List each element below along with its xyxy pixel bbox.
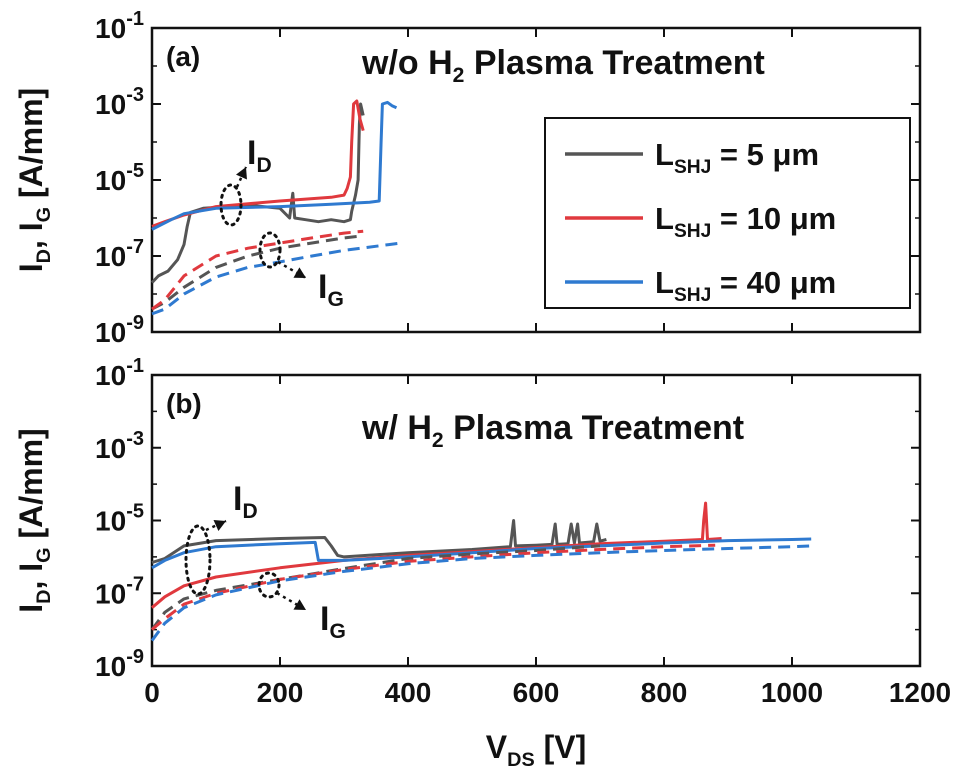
legend-entry: LSHJ = 5 μm — [655, 137, 819, 178]
ig-marker-label: IG — [320, 600, 346, 643]
y-tick-label: 10-1 — [95, 355, 144, 391]
y-tick-base: 10 — [95, 317, 126, 348]
panel-title-sub: 2 — [453, 64, 465, 87]
y-axis-label: ID, IG [A/mm] — [13, 88, 55, 272]
y-tick-label: 10-9 — [95, 312, 144, 348]
x-tick-label: 1200 — [889, 677, 951, 708]
y-tick-base: 10 — [95, 506, 126, 537]
y-tick-exp: -9 — [126, 646, 144, 668]
y-tick-exp: -5 — [126, 160, 144, 182]
y-tick-label: 10-1 — [95, 8, 144, 44]
x-tick-label: 200 — [257, 677, 304, 708]
ig-marker-ellipse — [258, 231, 282, 269]
y-tick-label: 10-3 — [95, 428, 144, 464]
id-marker-ellipse — [219, 183, 243, 227]
series-line — [151, 537, 812, 570]
id-marker-ellipse — [184, 524, 212, 596]
ig-arrow — [277, 260, 307, 280]
y-tick-base: 10 — [95, 241, 126, 272]
panel-label: (b) — [166, 388, 202, 419]
series-line — [151, 229, 364, 311]
y-tick-label: 10-5 — [95, 501, 144, 537]
y-tick-base: 10 — [95, 89, 126, 120]
y-tick-exp: -5 — [126, 501, 144, 523]
y-tick-exp: -3 — [126, 84, 144, 106]
panel-title-part: Plasma Treatment — [464, 44, 764, 82]
panel-label: (a) — [166, 41, 200, 72]
ig-marker-label: IG — [318, 268, 344, 311]
y-axis-label: ID, IG [A/mm] — [13, 428, 55, 612]
ig-arrowhead — [293, 599, 306, 610]
y-tick-label: 10-7 — [95, 236, 144, 272]
series-line — [151, 543, 716, 631]
series-line — [150, 544, 812, 642]
series-line — [151, 519, 607, 564]
x-tick-label: 600 — [513, 677, 560, 708]
y-tick-label: 10-7 — [95, 573, 144, 609]
series-line — [151, 234, 364, 311]
y-tick-base: 10 — [95, 360, 126, 391]
ig-arrowhead — [293, 267, 306, 278]
panel-b: 10-910-710-510-310-10 200 400 600 800 1000 120… — [13, 355, 951, 708]
y-tick-base: 10 — [95, 433, 126, 464]
legend-box — [544, 117, 911, 309]
y-tick-label: 10-9 — [95, 646, 144, 682]
y-tick-base: 10 — [95, 651, 126, 682]
x-tick-label: 0 — [144, 677, 160, 708]
y-tick-exp: -7 — [126, 236, 144, 258]
x-tick-label: 400 — [385, 677, 432, 708]
id-arrowhead — [213, 520, 226, 531]
legend-entry: LSHJ = 40 μm — [655, 265, 836, 306]
panel-title-sub: 2 — [432, 429, 444, 452]
x-tick-label: 1000 — [761, 677, 823, 708]
id-marker-label: ID — [233, 480, 258, 523]
y-tick-exp: -9 — [126, 312, 144, 334]
y-tick-label: 10-5 — [95, 160, 144, 196]
legend-entry: LSHJ = 10 μm — [655, 201, 836, 242]
y-tick-exp: -7 — [126, 573, 144, 595]
panel-title-part: w/ H — [361, 409, 432, 447]
panel-title-part: Plasma Treatment — [444, 409, 744, 447]
id-arrowhead — [236, 167, 247, 180]
panel-title-part: w/o H — [361, 44, 453, 82]
y-tick-label: 10-3 — [95, 84, 144, 120]
x-axis-label: VDS [V] — [486, 729, 586, 771]
panel-a: 10-910-710-510-310-1(a) w/o H2 Plasma Tre… — [13, 8, 922, 348]
panel-title: w/ H2 Plasma Treatment — [361, 409, 744, 452]
series-line — [150, 102, 365, 284]
y-tick-exp: -3 — [126, 428, 144, 450]
y-tick-exp: -1 — [126, 355, 144, 377]
ig-marker-ellipse — [257, 571, 281, 599]
y-tick-base: 10 — [95, 578, 126, 609]
series-line — [151, 100, 398, 231]
y-tick-base: 10 — [95, 165, 126, 196]
y-tick-base: 10 — [95, 13, 126, 44]
panel-title: w/o H2 Plasma Treatment — [361, 44, 765, 87]
series-line — [151, 241, 402, 316]
x-tick-label: 800 — [641, 677, 688, 708]
y-tick-exp: -1 — [126, 8, 144, 30]
id-marker-label: ID — [247, 134, 272, 177]
